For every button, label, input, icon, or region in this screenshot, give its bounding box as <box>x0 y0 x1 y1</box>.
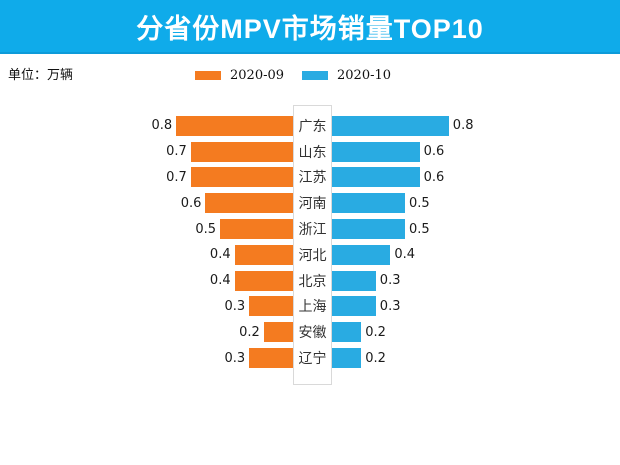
chart-row: 0.4 北京 0.3 <box>0 268 620 294</box>
bar-2020-10 <box>332 115 449 136</box>
value-label-2020-09: 0.3 <box>224 350 246 366</box>
tornado-chart: 0.8 广东 0.8 0.7 山东 0.6 0.7 江苏 0.6 0.6 河南 0.5 0.5 浙江 0.5… <box>0 105 620 395</box>
value-label-2020-09: 0.4 <box>209 273 231 289</box>
header-banner: 分省份MPV市场销量TOP10 <box>0 0 620 54</box>
value-label-2020-10: 0.2 <box>365 350 386 366</box>
value-label-2020-09: 0.5 <box>195 221 216 237</box>
value-label-2020-10: 0.3 <box>379 273 401 289</box>
value-label-2020-10: 0.3 <box>379 298 401 314</box>
category-label: 河北 <box>298 246 327 263</box>
category-label: 浙江 <box>298 221 327 238</box>
left-bar-zone: 0.8 <box>0 115 293 136</box>
bar-2020-10 <box>332 219 405 240</box>
value-label-2020-10: 0.2 <box>365 324 386 340</box>
left-bar-zone: 0.5 <box>0 219 293 240</box>
category-label: 辽宁 <box>298 350 327 367</box>
right-bar-zone: 0.8 <box>332 115 620 136</box>
page-title: 分省份MPV市场销量TOP10 <box>136 13 484 44</box>
bar-2020-09 <box>190 167 293 188</box>
bar-2020-10 <box>332 270 376 291</box>
legend-label: 2020-09 <box>230 68 285 83</box>
left-bar-zone: 0.4 <box>0 270 293 291</box>
chart-row: 0.2 安徽 0.2 <box>0 319 620 345</box>
left-bar-zone: 0.7 <box>0 141 293 162</box>
left-bar-zone: 0.3 <box>0 296 293 317</box>
bar-2020-09 <box>234 244 293 265</box>
value-label-2020-10: 0.4 <box>394 247 416 263</box>
bar-2020-10 <box>332 322 362 343</box>
left-bar-zone: 0.3 <box>0 348 293 369</box>
chart-row: 0.7 江苏 0.6 <box>0 165 620 191</box>
bar-2020-09 <box>190 141 293 162</box>
bar-2020-09 <box>263 322 293 343</box>
right-bar-zone: 0.3 <box>332 296 620 317</box>
right-bar-zone: 0.6 <box>332 167 620 188</box>
bar-2020-09 <box>249 296 293 317</box>
value-label-2020-10: 0.8 <box>452 118 474 134</box>
legend-label: 2020-10 <box>337 68 392 83</box>
legend-item-2020-09: 2020-09 <box>195 68 284 83</box>
bar-2020-09 <box>249 348 293 369</box>
right-bar-zone: 0.5 <box>332 193 620 214</box>
bar-2020-10 <box>332 167 420 188</box>
category-label: 上海 <box>298 298 327 315</box>
right-bar-zone: 0.5 <box>332 219 620 240</box>
right-bar-zone: 0.2 <box>332 322 620 343</box>
chart-row: 0.5 浙江 0.5 <box>0 216 620 242</box>
right-bar-zone: 0.4 <box>332 244 620 265</box>
chart-row: 0.8 广东 0.8 <box>0 113 620 139</box>
chart-row: 0.4 河北 0.4 <box>0 242 620 268</box>
bar-2020-09 <box>176 115 293 136</box>
bar-2020-10 <box>332 296 376 317</box>
right-bar-zone: 0.3 <box>332 270 620 291</box>
value-label-2020-10: 0.6 <box>423 144 445 160</box>
category-label: 广东 <box>298 117 327 134</box>
bar-2020-10 <box>332 193 405 214</box>
left-bar-zone: 0.7 <box>0 167 293 188</box>
category-column-box <box>293 105 332 385</box>
bar-2020-10 <box>332 348 362 369</box>
bar-2020-10 <box>332 244 391 265</box>
left-bar-zone: 0.4 <box>0 244 293 265</box>
bar-2020-09 <box>220 219 293 240</box>
right-bar-zone: 0.2 <box>332 348 620 369</box>
legend-item-2020-10: 2020-10 <box>302 68 391 83</box>
left-bar-zone: 0.2 <box>0 322 293 343</box>
unit-label: 单位：万辆 <box>8 68 74 83</box>
chart-row: 0.3 上海 0.3 <box>0 294 620 320</box>
category-label: 北京 <box>298 272 327 289</box>
value-label-2020-09: 0.7 <box>166 144 187 160</box>
category-label: 江苏 <box>298 169 327 186</box>
chart-row: 0.6 河南 0.5 <box>0 190 620 216</box>
right-bar-zone: 0.6 <box>332 141 620 162</box>
value-label-2020-09: 0.8 <box>151 118 173 134</box>
legend-swatch-blue <box>302 71 328 80</box>
left-bar-zone: 0.6 <box>0 193 293 214</box>
bar-2020-10 <box>332 141 420 162</box>
value-label-2020-10: 0.5 <box>409 221 430 237</box>
value-label-2020-09: 0.6 <box>180 195 202 211</box>
value-label-2020-09: 0.4 <box>209 247 231 263</box>
legend-swatch-orange <box>195 71 221 80</box>
category-label: 河南 <box>298 195 327 212</box>
value-label-2020-10: 0.6 <box>423 169 445 185</box>
value-label-2020-09: 0.7 <box>166 169 187 185</box>
value-label-2020-10: 0.5 <box>409 195 430 211</box>
chart-row: 0.7 山东 0.6 <box>0 139 620 165</box>
value-label-2020-09: 0.2 <box>239 324 260 340</box>
category-label: 山东 <box>298 143 327 160</box>
chart-rows: 0.8 广东 0.8 0.7 山东 0.6 0.7 江苏 0.6 0.6 河南 0.5 0.5 浙江 0.5… <box>0 113 620 371</box>
category-label: 安徽 <box>298 324 327 341</box>
bar-2020-09 <box>234 270 293 291</box>
bar-2020-09 <box>205 193 293 214</box>
chart-row: 0.3 辽宁 0.2 <box>0 345 620 371</box>
value-label-2020-09: 0.3 <box>224 298 246 314</box>
